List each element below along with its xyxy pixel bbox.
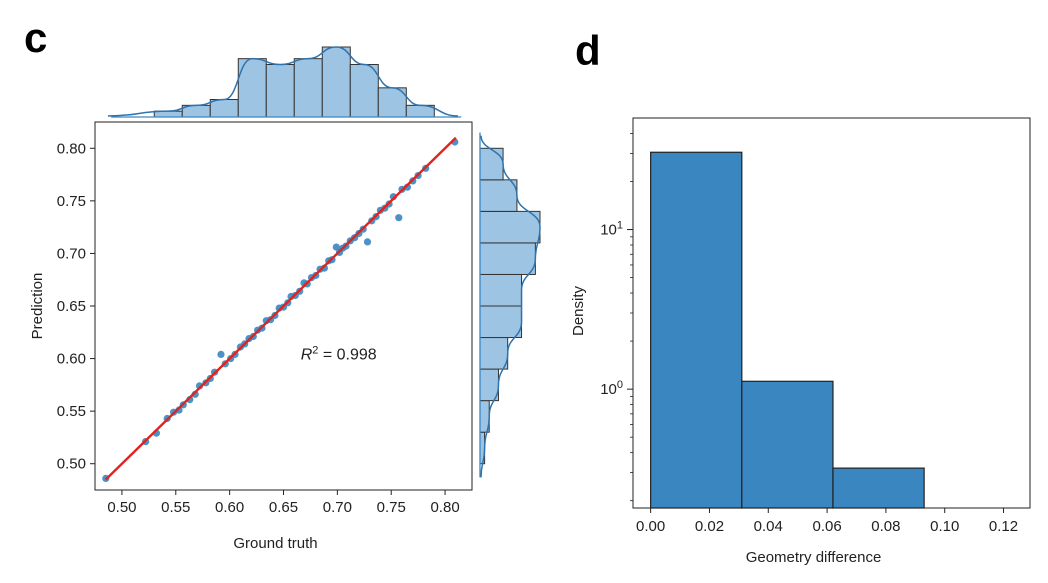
scatter-x-tick-label: 0.70 [323, 499, 352, 516]
marginal-y-kde [480, 135, 541, 478]
marginal-y-bar [479, 179, 518, 212]
scatter-point [217, 350, 225, 358]
density-bar [832, 467, 925, 509]
scatter-y-tick-label: 0.60 [57, 351, 86, 368]
marginal-y-bar [479, 147, 504, 181]
density-x-tick-label: 0.02 [695, 518, 724, 535]
r-squared-symbol: R [301, 347, 313, 364]
density-histogram [650, 151, 925, 509]
marginal-y-bar [479, 337, 509, 370]
scatter-y-tick-label: 0.50 [57, 456, 86, 473]
scatter-x-tick-label: 0.55 [161, 499, 190, 516]
marginal-x-bar [209, 99, 239, 118]
scatter-x-tick-label: 0.75 [377, 499, 406, 516]
fit-line [104, 136, 457, 481]
density-x-label: Geometry difference [746, 549, 882, 566]
density-x-tick-label: 0.12 [989, 518, 1018, 535]
density-x-ticks: 0.00 0.02 0.04 0.06 0.08 0.10 0.12 [636, 508, 1018, 535]
marginal-x-bar [377, 87, 407, 118]
r-squared-value: = 0.998 [318, 347, 376, 364]
scatter-x-tick-label: 0.60 [215, 499, 244, 516]
density-y-tick-label: 101 [600, 220, 623, 239]
r-squared-exponent: 2 [312, 345, 318, 357]
scatter-y-tick-label: 0.70 [57, 245, 86, 262]
scatter-x-tick-label: 0.65 [269, 499, 298, 516]
marginal-x-bar [293, 58, 323, 118]
marginal-y-bar [479, 210, 541, 244]
density-bar [650, 151, 743, 509]
marginal-x-kde [107, 46, 458, 117]
density-y-tick-label: 100 [600, 379, 623, 398]
density-x-tick-label: 0.00 [636, 518, 665, 535]
marginal-y-bar [479, 305, 523, 339]
scatter-y-tick-label: 0.55 [57, 403, 86, 420]
marginal-y-bar [479, 242, 536, 275]
density-x-tick-label: 0.04 [754, 518, 783, 535]
scatter-x-ticks: 0.50 0.55 0.60 0.65 0.70 0.75 0.80 [107, 490, 460, 516]
density-x-tick-label: 0.06 [812, 518, 841, 535]
marginal-y-bar [479, 273, 523, 307]
marginal-x-bar [349, 64, 379, 118]
density-y-ticks: 101 100 [600, 133, 633, 502]
scatter-x-tick-label: 0.50 [107, 499, 136, 516]
scatter-y-tick-label: 0.75 [57, 193, 86, 210]
density-x-tick-label: 0.08 [871, 518, 900, 535]
r-squared-annotation: R2 = 0.998 [301, 345, 377, 364]
scatter-x-tick-label: 0.80 [430, 499, 459, 516]
scatter-y-ticks: 0.50 0.55 0.60 0.65 0.70 0.75 0.80 [57, 140, 95, 473]
panel-label-d: d [575, 27, 601, 74]
scatter-point [363, 238, 372, 246]
marginal-x-histogram [107, 46, 462, 118]
scatter-point [395, 214, 403, 222]
scatter-plot [94, 121, 473, 491]
marginal-x-bar [265, 64, 295, 118]
panel-label-c: c [24, 14, 47, 61]
scatter-point [332, 243, 340, 251]
scatter-y-label: Prediction [29, 273, 46, 340]
scatter-y-tick-label: 0.65 [57, 298, 86, 315]
marginal-y-histogram [479, 132, 541, 478]
marginal-x-bar [321, 46, 351, 118]
scatter-y-tick-label: 0.80 [57, 140, 86, 157]
scatter-x-label: Ground truth [233, 535, 317, 552]
density-bar [741, 380, 834, 509]
density-x-tick-label: 0.10 [930, 518, 959, 535]
density-y-label: Density [570, 285, 587, 336]
